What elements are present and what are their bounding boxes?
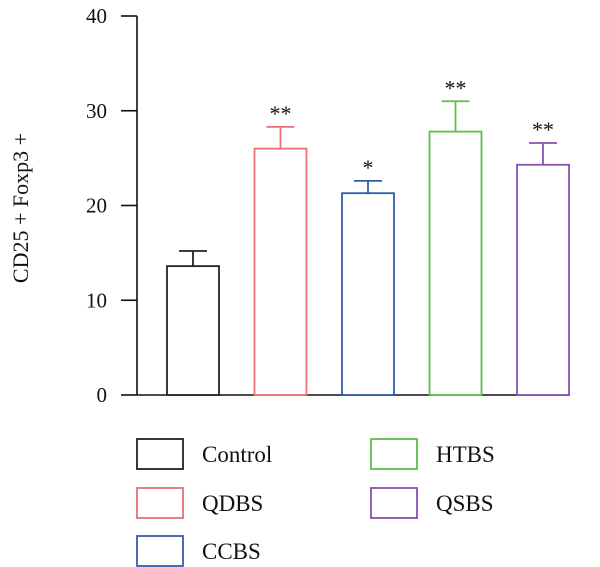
- legend-item-control: Control: [136, 438, 272, 470]
- bar-control: [166, 265, 220, 396]
- axes: 0 10 20 30 40: [86, 4, 570, 407]
- y-tick-label: 40: [86, 4, 107, 28]
- legend-swatch: [136, 487, 184, 519]
- significance-label: **: [445, 75, 467, 100]
- legend-label: CCBS: [202, 539, 261, 564]
- y-tick-label: 0: [97, 383, 108, 407]
- legend-label: HTBS: [436, 442, 495, 467]
- legend-label: QSBS: [436, 491, 494, 516]
- bars: *******: [166, 75, 570, 396]
- legend-item-qsbs: QSBS: [370, 487, 494, 519]
- y-axis-title: CD25 + Foxp3 +: [8, 133, 33, 283]
- legend-swatch: [136, 438, 184, 470]
- significance-label: **: [532, 117, 554, 142]
- legend-item-ccbs: CCBS: [136, 535, 261, 567]
- significance-label: **: [270, 101, 292, 126]
- legend-item-htbs: HTBS: [370, 438, 495, 470]
- bar-qsbs: [516, 163, 570, 396]
- legend-label: QDBS: [202, 491, 263, 516]
- y-tick-label: 20: [86, 194, 107, 218]
- legend-swatch: [136, 535, 184, 567]
- y-tick-label: 10: [86, 288, 107, 312]
- legend-label: Control: [202, 442, 272, 467]
- legend: Control QDBS CCBS HTBS QSBS: [136, 438, 495, 567]
- legend-swatch: [370, 487, 418, 519]
- bar-qdbs: [253, 147, 308, 396]
- legend-swatch: [370, 438, 418, 470]
- significance-label: *: [363, 155, 374, 180]
- legend-item-qdbs: QDBS: [136, 487, 263, 519]
- bar-htbs: [428, 130, 483, 396]
- bar-ccbs: [341, 192, 395, 396]
- y-tick-label: 30: [86, 99, 107, 123]
